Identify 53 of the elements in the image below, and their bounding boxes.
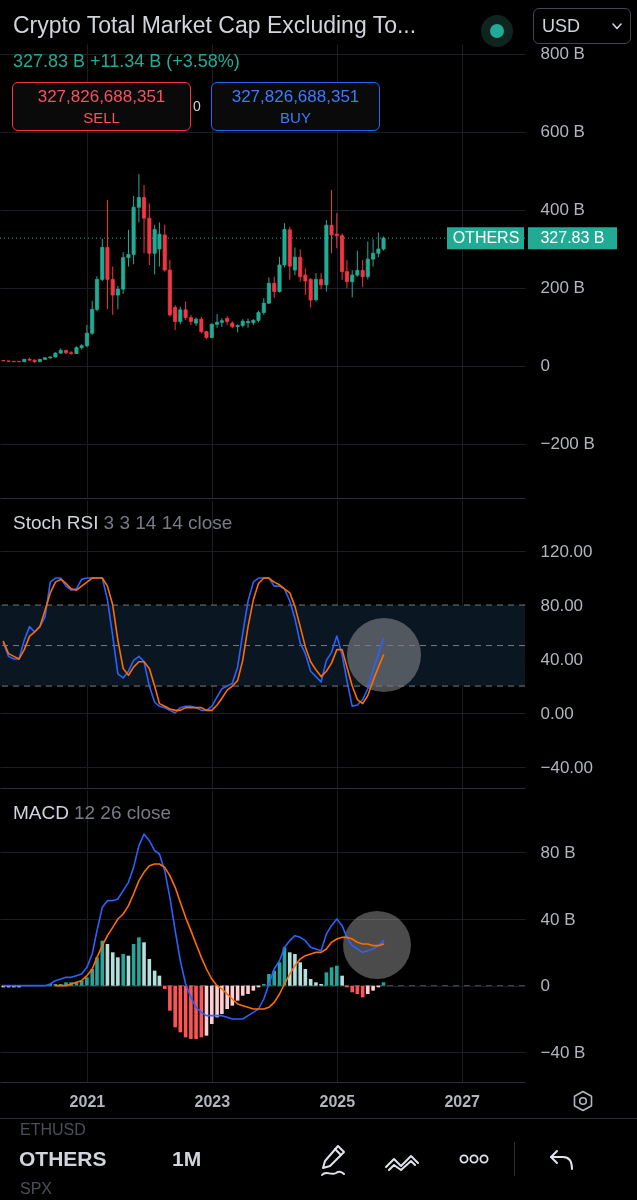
y-tick-label: 40 B xyxy=(540,909,576,929)
text: Stoch RSI xyxy=(13,512,99,533)
chart-title: Crypto Total Market Cap Excluding To... xyxy=(13,12,417,39)
x-tick-label: 2027 xyxy=(444,1092,481,1110)
candlestick xyxy=(313,272,318,303)
x-tick-label: 2025 xyxy=(319,1092,356,1110)
y-tick-label: 80.00 xyxy=(540,595,584,615)
bar xyxy=(137,937,141,986)
line-series xyxy=(54,863,385,1010)
y-tick-label: 800 B xyxy=(540,44,585,64)
y-tick-label: 600 B xyxy=(540,122,585,142)
ref-line-label: OTHERS xyxy=(452,229,520,247)
candlestick xyxy=(219,317,224,328)
annotation: BUY xyxy=(280,109,311,127)
bar xyxy=(340,975,344,986)
y-tick-label: −200 B xyxy=(540,434,595,454)
candlestick xyxy=(272,276,277,299)
bar xyxy=(381,982,386,986)
annotation: SELL xyxy=(83,109,120,127)
text: MACD xyxy=(13,802,69,823)
annotation: 0 xyxy=(193,98,201,115)
annotation: 327,826,688,351 xyxy=(37,87,166,107)
bar xyxy=(335,965,339,986)
text: ETHUSD xyxy=(20,1121,86,1140)
text: 3 3 14 14 close xyxy=(103,512,233,533)
y-tick-label: −40 B xyxy=(540,1042,586,1062)
candlestick xyxy=(292,246,297,276)
text: OTHERS xyxy=(19,1147,107,1172)
x-tick-label: 2021 xyxy=(69,1092,106,1110)
y-tick-label: 80 B xyxy=(540,842,576,862)
text: 12 26 close xyxy=(73,802,172,823)
text: 1M xyxy=(172,1147,202,1172)
dropdown: USD xyxy=(533,8,631,44)
candlestick xyxy=(319,272,324,290)
y-tick-label: 400 B xyxy=(540,200,585,220)
y-tick-label: 40.00 xyxy=(540,649,584,669)
sell-button: 327,826,688,351 SELL xyxy=(12,82,191,131)
y-tick-label: 0 xyxy=(540,356,550,376)
annotation: 327,826,688,351 xyxy=(231,87,360,107)
y-tick-label: 0.00 xyxy=(540,703,574,723)
buy-button: 327,826,688,351 BUY xyxy=(211,82,380,131)
text: 327.83 B xyxy=(540,229,605,247)
y-tick-label: 0 xyxy=(540,976,550,996)
y-tick-label: 120.00 xyxy=(540,541,593,561)
candlestick xyxy=(360,259,365,288)
y-tick-label: 200 B xyxy=(540,278,585,298)
chart-subtitle: 327.83 B +11.34 B (+3.58%) xyxy=(13,51,240,72)
y-tick-label: −40.00 xyxy=(540,757,593,777)
bar xyxy=(142,942,146,986)
x-tick-label: 2023 xyxy=(194,1092,231,1110)
text: SPX xyxy=(20,1180,53,1199)
line-series xyxy=(2,833,385,1020)
bar xyxy=(121,954,125,986)
